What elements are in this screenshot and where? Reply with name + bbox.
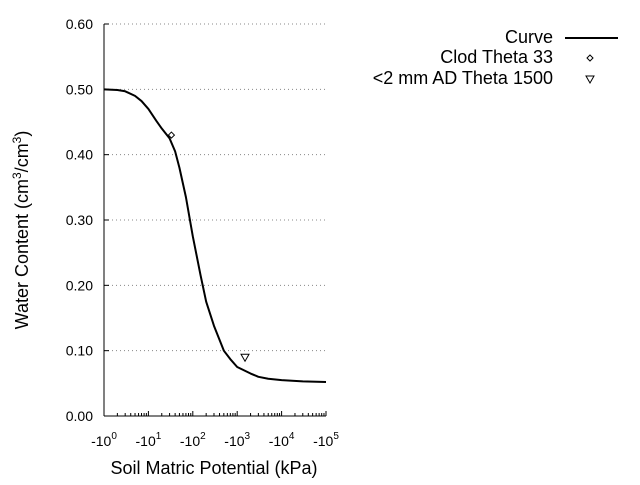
legend-label: Curve (505, 27, 553, 47)
legend-swatch-diamond (586, 54, 594, 62)
legend-label: <2 mm AD Theta 1500 (373, 68, 553, 88)
series-layer (103, 88, 327, 384)
y-axis-label: Water Content (cm3/cm3) (10, 131, 32, 330)
ad-theta-1500-point (240, 353, 250, 363)
y-tick-label: 0.30 (66, 212, 93, 228)
curve-line (103, 88, 327, 384)
y-tick-label: 0.60 (66, 16, 93, 32)
y-tick-label: 0.50 (66, 81, 93, 97)
y-axis-label-end: ) (12, 131, 32, 137)
x-tick-label: -103 (224, 431, 250, 449)
y-axis-label-mid: /cm (12, 143, 32, 172)
ticks-layer: 0.00 0.10 0.20 0.30 0.40 0.50 0.60 -100 -101 -102… (66, 16, 340, 449)
x-axis-label: Soil Matric Potential (kPa) (110, 458, 317, 478)
y-tick-label: 0.00 (66, 408, 93, 424)
legend-label: Clod Theta 33 (440, 47, 553, 67)
y-axis-label-sup1: 3 (10, 172, 24, 179)
x-tick-label: -101 (136, 431, 162, 449)
y-tick-label: 0.40 (66, 147, 93, 163)
x-tick-label: -105 (313, 431, 339, 449)
grid-layer (104, 23, 326, 352)
legend-swatch-triangle (585, 75, 595, 85)
y-tick-label: 0.20 (66, 277, 93, 293)
x-tick-label: -102 (180, 431, 206, 449)
x-tick-label: -104 (269, 431, 295, 449)
y-tick-label: 0.10 (66, 343, 93, 359)
y-axis-label-sup2: 3 (10, 136, 24, 143)
clod-theta-33-point (167, 131, 176, 139)
y-axis-label-main: Water Content (cm (12, 179, 32, 329)
x-tick-label: -100 (91, 431, 117, 449)
